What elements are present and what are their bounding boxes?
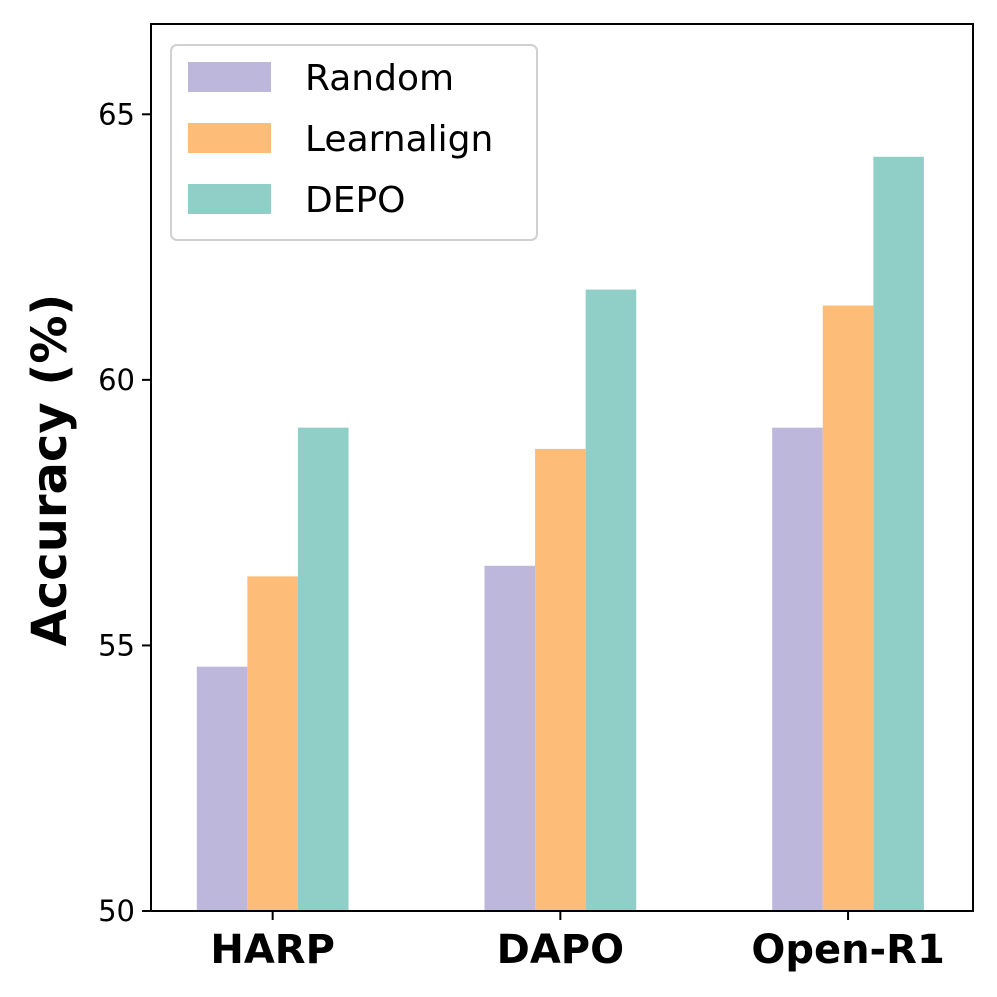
legend-swatch-random (188, 62, 271, 92)
bar-learnalign-open-r1 (822, 305, 874, 911)
legend-label-random: Random (305, 58, 454, 99)
bars-layer (196, 156, 924, 911)
y-tick-label: 60 (98, 363, 135, 397)
legend: Random Learnalign DEPO (170, 44, 538, 241)
legend-label-learnalign: Learnalign (305, 119, 493, 160)
y-axis-label: Accuracy (%) (22, 294, 78, 647)
y-tick-label: 55 (98, 628, 135, 662)
y-tick-label: 65 (98, 97, 135, 131)
bar-random-dapo (484, 565, 536, 911)
bar-depo-open-r1 (873, 156, 924, 911)
bar-depo-harp (297, 427, 349, 911)
x-axis: HARP DAPO Open-R1 (210, 911, 945, 973)
plot-frame (150, 23, 974, 912)
legend-label-depo: DEPO (305, 180, 406, 221)
y-axis: 50 55 60 65 (98, 97, 151, 928)
bar-random-open-r1 (772, 427, 823, 911)
bar-learnalign-dapo (535, 448, 586, 911)
x-tick-label-open-r1: Open-R1 (751, 927, 944, 973)
bar-depo-dapo (585, 289, 637, 911)
legend-swatch-learnalign (188, 123, 271, 153)
bar-random-harp (196, 666, 248, 911)
x-tick-label-harp: HARP (210, 927, 335, 973)
bar-learnalign-harp (247, 576, 298, 911)
x-tick-label-dapo: DAPO (497, 927, 624, 973)
legend-swatch-depo (188, 184, 271, 214)
y-tick-label: 50 (98, 894, 135, 928)
